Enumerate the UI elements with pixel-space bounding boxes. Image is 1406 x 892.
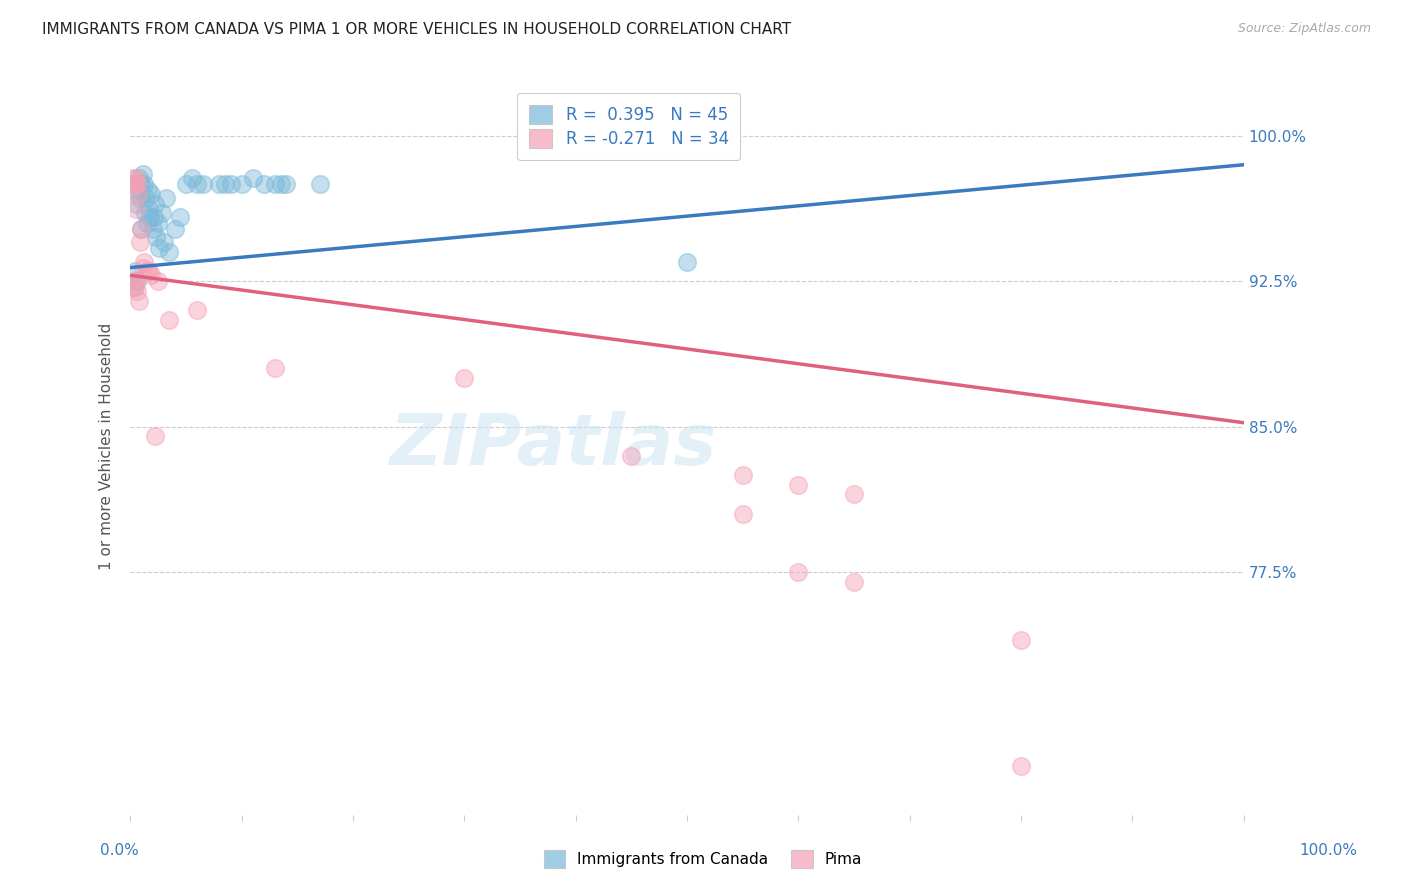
Point [132, 254, 155, 268]
Point [231, 177, 253, 191]
Legend: Immigrants from Canada, Pima: Immigrants from Canada, Pima [536, 843, 870, 875]
Point [787, 565, 810, 579]
Text: ZIPatlas: ZIPatlas [389, 411, 717, 481]
Point [136, 264, 159, 278]
Y-axis label: 1 or more Vehicles in Household: 1 or more Vehicles in Household [100, 322, 114, 570]
Point [138, 264, 160, 278]
Point [186, 303, 208, 318]
Point [186, 177, 208, 191]
Point [1010, 759, 1032, 773]
Point [155, 191, 177, 205]
Point [620, 449, 643, 463]
Point [125, 171, 148, 186]
Point [253, 177, 276, 191]
Point [270, 177, 292, 191]
Point [136, 183, 159, 197]
Point [129, 235, 152, 250]
Point [131, 221, 153, 235]
Point [191, 177, 214, 191]
Legend: R =  0.395   N = 45, R = -0.271   N = 34: R = 0.395 N = 45, R = -0.271 N = 34 [517, 93, 741, 160]
Point [138, 202, 160, 217]
Point [131, 221, 153, 235]
Point [264, 361, 287, 376]
Point [214, 177, 236, 191]
Point [242, 171, 264, 186]
Point [787, 477, 810, 491]
Point [143, 196, 166, 211]
Point [146, 216, 169, 230]
Point [125, 177, 148, 191]
Point [128, 293, 150, 308]
Point [125, 202, 148, 217]
Point [276, 177, 298, 191]
Text: Source: ZipAtlas.com: Source: ZipAtlas.com [1237, 22, 1371, 36]
Point [131, 260, 153, 275]
Point [127, 183, 149, 197]
Point [219, 177, 242, 191]
Point [157, 313, 180, 327]
Point [143, 429, 166, 443]
Point [124, 280, 146, 294]
Point [264, 177, 287, 191]
Point [150, 206, 173, 220]
Point [148, 241, 170, 255]
Point [122, 280, 145, 294]
Point [127, 186, 149, 201]
Point [142, 221, 165, 235]
Point [141, 268, 163, 283]
Text: IMMIGRANTS FROM CANADA VS PIMA 1 OR MORE VEHICLES IN HOUSEHOLD CORRELATION CHART: IMMIGRANTS FROM CANADA VS PIMA 1 OR MORE… [42, 22, 792, 37]
Point [157, 245, 180, 260]
Point [132, 177, 155, 191]
Point [121, 171, 143, 186]
Point [731, 507, 754, 521]
Point [308, 177, 330, 191]
Text: 100.0%: 100.0% [1299, 843, 1358, 858]
Point [131, 177, 153, 191]
Point [208, 177, 231, 191]
Point [842, 574, 865, 589]
Point [135, 191, 157, 205]
Point [141, 186, 163, 201]
Point [1010, 632, 1032, 647]
Point [731, 468, 754, 483]
Text: 0.0%: 0.0% [100, 843, 139, 858]
Point [146, 274, 169, 288]
Point [124, 177, 146, 191]
Point [676, 254, 699, 268]
Point [122, 177, 145, 191]
Point [125, 274, 148, 288]
Point [125, 284, 148, 298]
Point [174, 177, 197, 191]
Point [136, 216, 159, 230]
Point [163, 221, 186, 235]
Point [842, 487, 865, 501]
Point [125, 274, 148, 288]
Point [145, 229, 167, 244]
Point [122, 274, 145, 288]
Point [125, 196, 148, 211]
Point [453, 371, 475, 385]
Point [169, 210, 191, 224]
Point [152, 235, 174, 250]
Point [128, 171, 150, 186]
Point [131, 168, 153, 182]
Point [180, 171, 202, 186]
Point [139, 210, 162, 224]
Point [134, 206, 156, 220]
Point [129, 191, 152, 205]
Point [142, 210, 165, 224]
Point [124, 264, 146, 278]
